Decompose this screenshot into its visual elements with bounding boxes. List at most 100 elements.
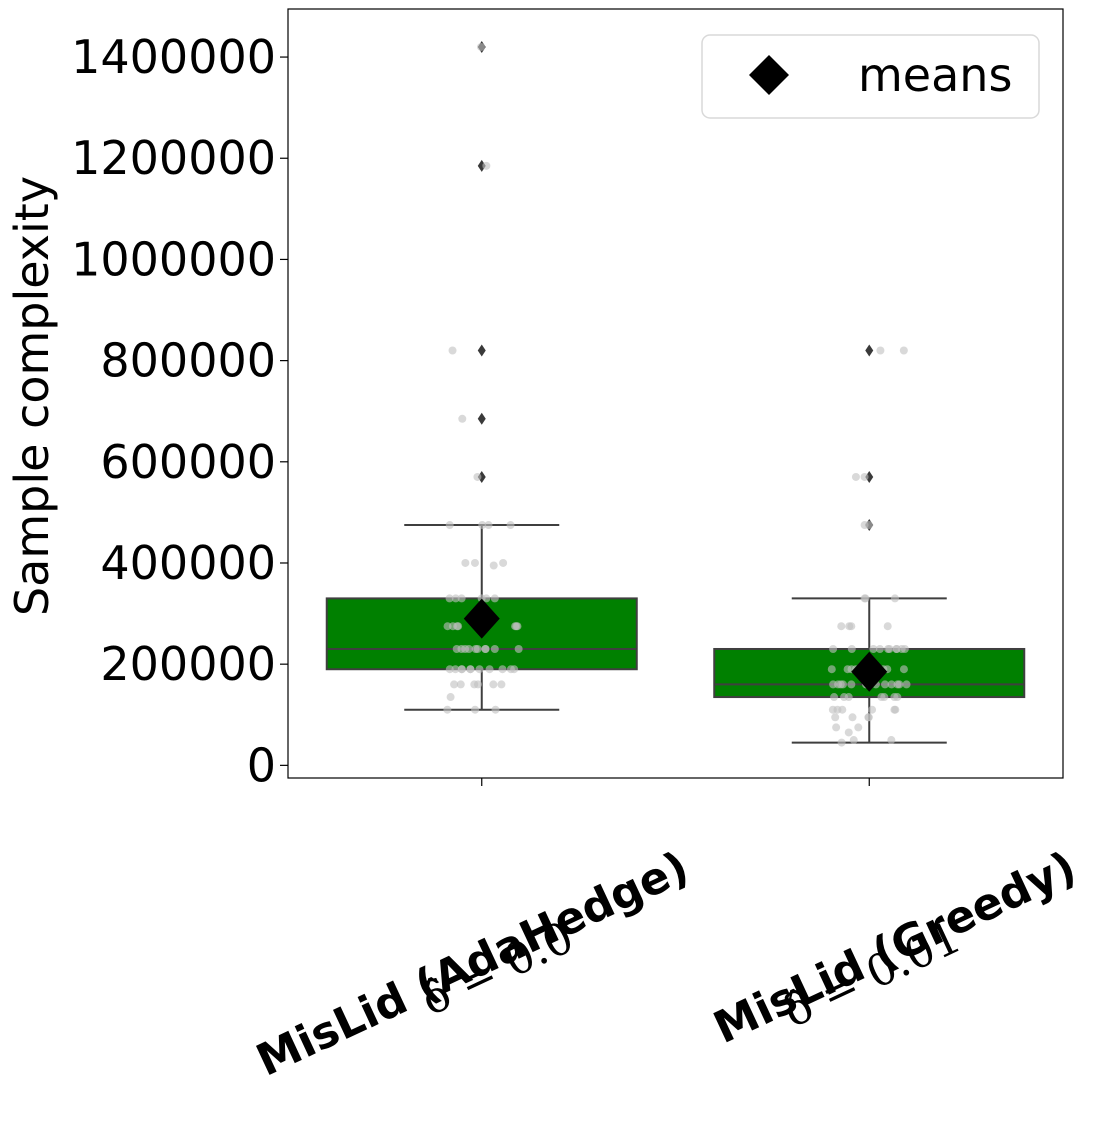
sample-point	[877, 693, 886, 702]
sample-point	[892, 644, 901, 653]
sample-point	[473, 680, 482, 689]
sample-point	[829, 644, 838, 653]
sample-point	[471, 705, 480, 714]
outlier-marker	[477, 412, 486, 425]
sample-point	[884, 644, 893, 653]
sample-point	[457, 665, 466, 674]
sample-point	[464, 644, 473, 653]
sample-point	[883, 622, 892, 631]
sample-point	[481, 644, 490, 653]
sample-point	[844, 728, 853, 737]
y-tick-label: 0	[247, 738, 276, 792]
sample-point	[860, 594, 869, 603]
legend-box	[701, 34, 1040, 119]
sample-point	[887, 680, 896, 689]
sample-point	[489, 561, 498, 570]
sample-point	[829, 680, 838, 689]
sample-point	[454, 622, 463, 631]
y-tick-label: 1400000	[71, 30, 276, 84]
sample-point	[473, 644, 482, 653]
y-tick-label: 400000	[100, 536, 276, 590]
sample-point	[484, 521, 493, 530]
sample-point	[827, 665, 836, 674]
sample-point	[478, 521, 487, 530]
sample-point	[457, 644, 466, 653]
category-group	[325, 40, 638, 714]
legend-label: means	[858, 48, 1012, 102]
sample-point	[890, 693, 899, 702]
sample-point	[477, 42, 486, 51]
sample-point	[475, 665, 484, 674]
outlier-marker	[865, 470, 874, 483]
plot-frame	[287, 8, 1064, 779]
sample-point	[899, 346, 908, 355]
sample-point	[832, 723, 841, 732]
sample-point	[445, 665, 454, 674]
category-group	[713, 344, 1026, 747]
y-tick-label: 200000	[100, 637, 276, 691]
sample-point	[849, 736, 858, 745]
sample-point	[840, 693, 849, 702]
plot-area	[325, 40, 1026, 747]
mean-marker	[851, 651, 888, 692]
y-tick-label: 1200000	[71, 131, 276, 185]
sample-point	[499, 558, 508, 567]
sample-point	[446, 693, 455, 702]
sample-point	[489, 680, 498, 689]
sample-point	[490, 644, 499, 653]
sample-point	[497, 680, 506, 689]
sample-point	[876, 346, 885, 355]
sample-point	[473, 472, 482, 481]
sample-point	[860, 521, 869, 530]
sample-point	[461, 558, 470, 567]
sample-point	[830, 693, 839, 702]
sample-point	[485, 665, 494, 674]
sample-point	[869, 644, 878, 653]
sample-point	[506, 665, 515, 674]
y-axis: 0 200000 400000 600000 800000 1000000 1200000 1…	[71, 30, 288, 792]
sample-point	[890, 594, 899, 603]
sample-point	[491, 705, 500, 714]
y-axis-title: Sample complexity	[5, 176, 59, 616]
sample-point	[851, 472, 860, 481]
sample-point	[470, 558, 479, 567]
sample-point	[831, 713, 840, 722]
sample-point	[887, 736, 896, 745]
sample-point	[482, 161, 491, 170]
sample-point	[880, 680, 889, 689]
sample-point	[895, 680, 904, 689]
sample-point	[482, 594, 491, 603]
sample-point	[514, 644, 523, 653]
sample-point	[847, 680, 856, 689]
outlier-marker	[477, 344, 486, 357]
sample-point	[860, 472, 869, 481]
sample-point	[828, 705, 837, 714]
sample-point	[466, 665, 475, 674]
sample-point	[837, 738, 846, 747]
sample-point	[448, 346, 457, 355]
sample-point	[838, 705, 847, 714]
sample-point	[457, 594, 466, 603]
sample-point	[498, 665, 507, 674]
y-tick-label: 1000000	[71, 232, 276, 286]
sample-point	[451, 665, 460, 674]
sample-point	[868, 705, 877, 714]
sample-point	[456, 680, 465, 689]
sample-point	[837, 622, 846, 631]
sample-point	[451, 594, 460, 603]
sample-point	[864, 713, 873, 722]
y-tick-label: 600000	[100, 435, 276, 489]
sample-point	[847, 644, 856, 653]
sample-point	[506, 521, 515, 530]
y-tick-label: 800000	[100, 334, 276, 388]
sample-point	[838, 680, 847, 689]
sample-point	[875, 644, 884, 653]
sample-point	[854, 723, 863, 732]
sample-point	[512, 622, 521, 631]
outlier-marker	[865, 344, 874, 357]
legend: means	[701, 34, 1040, 119]
sample-point	[891, 705, 900, 714]
sample-point	[845, 622, 854, 631]
